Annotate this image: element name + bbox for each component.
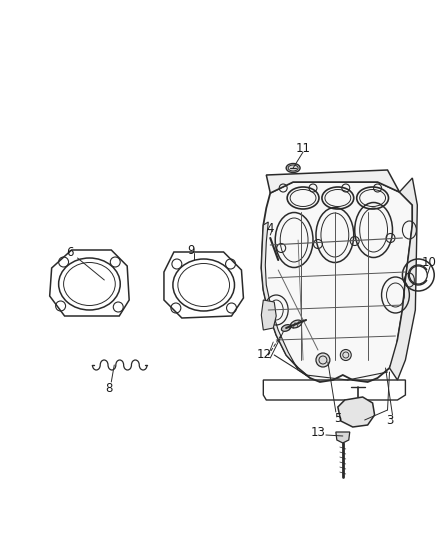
Text: 3: 3 (386, 414, 393, 426)
Text: 6: 6 (66, 246, 73, 259)
Text: 8: 8 (106, 382, 113, 394)
Text: 9: 9 (187, 244, 194, 256)
Ellipse shape (286, 164, 300, 173)
Text: 5: 5 (334, 411, 342, 424)
Ellipse shape (290, 320, 302, 328)
Ellipse shape (265, 232, 276, 240)
Polygon shape (389, 178, 417, 380)
Circle shape (340, 350, 351, 360)
Ellipse shape (271, 244, 277, 254)
Polygon shape (336, 432, 350, 443)
Text: 12: 12 (257, 349, 272, 361)
Polygon shape (261, 222, 310, 378)
Polygon shape (338, 397, 374, 427)
Ellipse shape (282, 325, 291, 332)
Polygon shape (261, 300, 276, 330)
Polygon shape (266, 170, 399, 193)
Text: 4: 4 (266, 222, 274, 235)
Circle shape (316, 353, 330, 367)
Text: 10: 10 (422, 255, 437, 269)
Polygon shape (261, 182, 412, 382)
Text: 13: 13 (311, 425, 325, 439)
Text: 11: 11 (296, 141, 311, 155)
